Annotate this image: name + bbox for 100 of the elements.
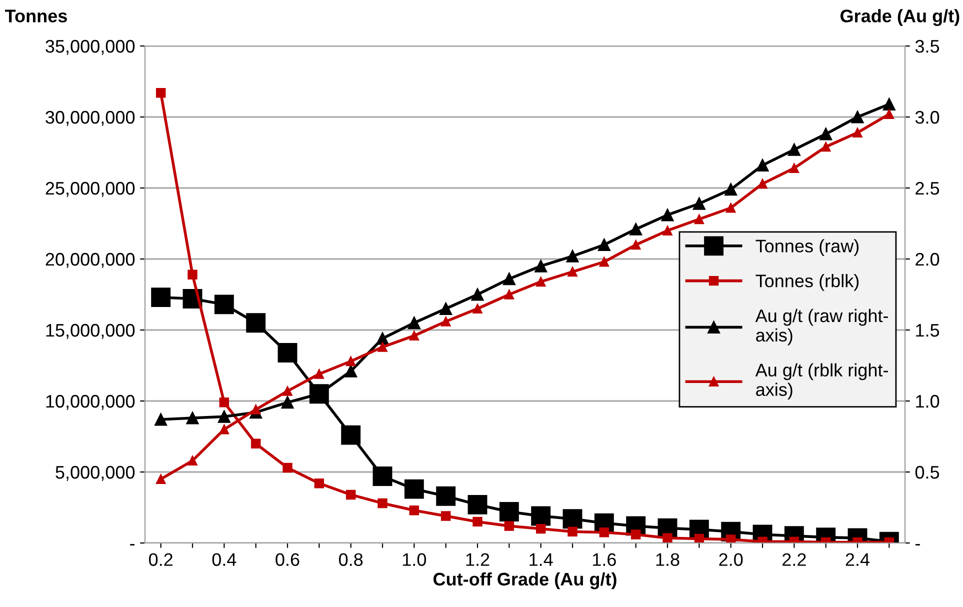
point	[756, 159, 769, 172]
point	[346, 490, 356, 500]
point	[376, 332, 389, 345]
point	[219, 398, 230, 408]
x-tick-label: 1.8	[656, 553, 680, 566]
y2-tick-label: 1.5	[916, 324, 940, 337]
point	[314, 369, 324, 379]
point	[662, 533, 672, 543]
y-axis-title: Tonnes	[5, 10, 67, 22]
point	[472, 304, 482, 314]
point	[692, 197, 706, 210]
point	[499, 502, 519, 522]
point	[789, 163, 800, 173]
point	[156, 474, 166, 484]
y2-tick-label: -	[916, 544, 920, 546]
legend-label: Tonnes (raw)	[756, 239, 859, 256]
point	[186, 412, 199, 424]
point	[599, 527, 610, 538]
point	[188, 270, 198, 280]
y-tick-label: 30,000,000	[46, 110, 135, 126]
point	[151, 288, 171, 308]
point	[409, 505, 420, 516]
y2-tick-label: 2.5	[916, 182, 940, 195]
point	[218, 410, 230, 423]
y2-tick-label: 2.0	[916, 252, 940, 266]
point	[820, 142, 831, 152]
point	[630, 222, 642, 236]
point	[472, 516, 482, 527]
point	[566, 250, 579, 262]
point	[156, 88, 166, 98]
point	[188, 456, 198, 466]
point	[726, 203, 736, 213]
point	[346, 356, 356, 366]
point	[694, 214, 704, 224]
point	[378, 342, 388, 352]
y2-tick-label: 3.0	[915, 110, 940, 124]
legend-label: Tonnes (rblk)	[756, 274, 859, 291]
x-tick-label: 0.8	[338, 553, 363, 566]
point	[882, 98, 896, 110]
point	[568, 526, 578, 536]
point	[851, 110, 864, 124]
point	[599, 256, 610, 267]
point	[562, 509, 582, 529]
point	[662, 226, 672, 236]
legend-label: Au g/t (raw right-axis)	[755, 308, 888, 346]
x-tick-label: 0.6	[276, 553, 300, 566]
x-tick-label: 2.4	[846, 553, 870, 566]
y-tick-label: 15,000,000	[46, 324, 135, 339]
point	[246, 313, 266, 333]
point	[630, 240, 641, 250]
point	[378, 498, 388, 508]
x-tick-label: 1.6	[592, 553, 616, 566]
x-tick-label: 0.2	[148, 553, 172, 566]
point	[661, 208, 674, 222]
point	[440, 511, 451, 521]
point	[531, 506, 551, 526]
point	[536, 276, 546, 287]
y2-tick-label: 1.0	[916, 394, 940, 408]
y-tick-label: -	[130, 544, 134, 546]
point	[341, 425, 361, 445]
point	[468, 494, 488, 514]
y-tick-label: 35,000,000	[46, 40, 135, 55]
point	[440, 302, 452, 315]
point	[344, 364, 358, 378]
y-tick-label: 20,000,000	[46, 252, 135, 268]
y2-tick-label: 3.5	[915, 40, 940, 53]
point	[726, 534, 736, 543]
y-tick-label: 10,000,000	[46, 394, 135, 410]
point	[884, 109, 894, 120]
point	[852, 128, 862, 138]
point	[250, 404, 261, 414]
point	[219, 424, 230, 434]
point	[694, 534, 704, 543]
point	[314, 478, 324, 488]
point	[504, 290, 514, 300]
point	[440, 316, 451, 326]
point	[404, 479, 424, 499]
point	[372, 466, 392, 486]
x-tick-label: 1.2	[466, 553, 490, 566]
point	[724, 183, 738, 196]
x-axis-title: Cut-off Grade (Au g/t)	[433, 572, 616, 590]
point	[214, 294, 234, 314]
x-tick-label: 1.0	[402, 553, 426, 566]
point	[758, 178, 768, 189]
point	[278, 342, 298, 362]
point	[250, 438, 261, 448]
point	[630, 530, 641, 540]
point	[534, 260, 548, 272]
point	[471, 288, 484, 301]
point	[282, 462, 292, 473]
legend-label: Au g/t (rblk right-axis)	[755, 363, 888, 400]
point	[536, 524, 546, 534]
point	[282, 386, 292, 396]
x-tick-label: 2.2	[782, 553, 806, 566]
point	[820, 128, 832, 140]
point	[568, 266, 578, 277]
y2-axis-title: Grade (Au g/t)	[840, 9, 960, 26]
point	[436, 486, 456, 506]
point	[788, 143, 800, 156]
y-tick-label: 5,000,000	[56, 466, 135, 481]
